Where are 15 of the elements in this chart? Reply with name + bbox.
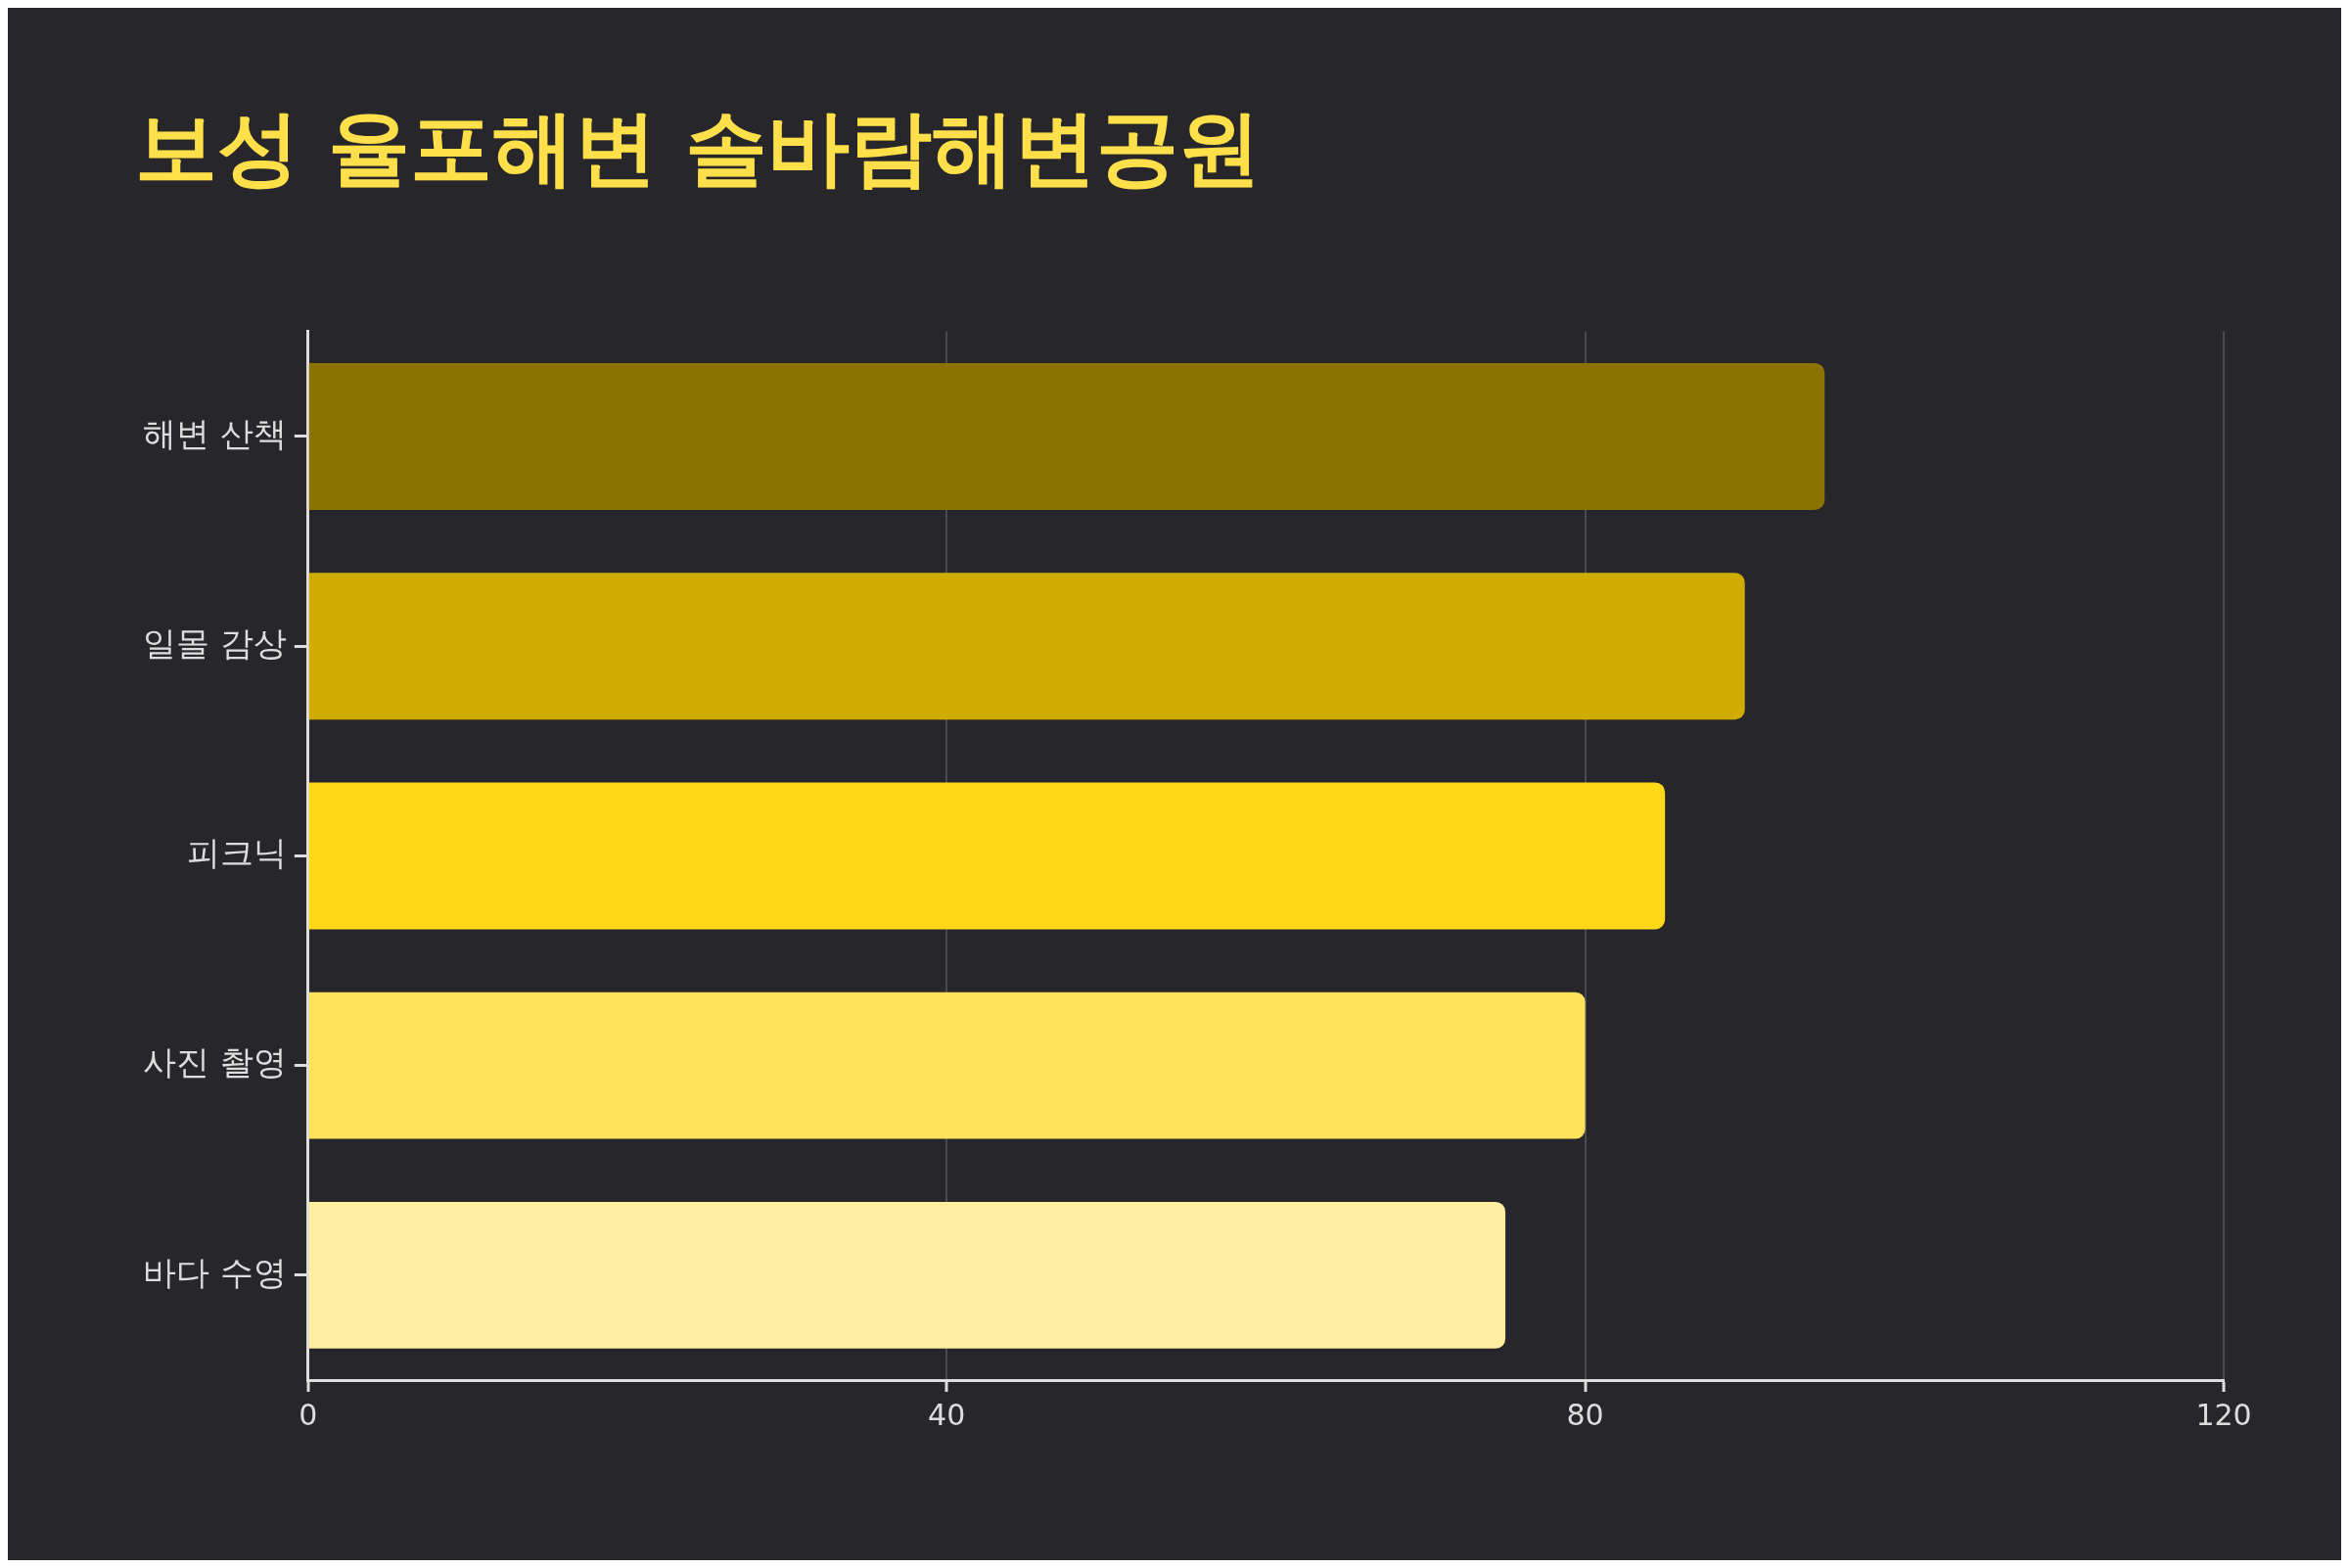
y-tick-label: 해변 산책	[143, 413, 287, 453]
chart-title: 보성 율포해변 솔바람해변공원	[135, 100, 1262, 197]
bar	[308, 992, 1586, 1139]
y-tick-label: 피크닉	[186, 833, 287, 873]
y-tick-label: 일몰 감상	[143, 623, 287, 663]
bar	[308, 1201, 1506, 1349]
y-tick-label: 바다 수영	[143, 1252, 287, 1292]
x-tick-label: 120	[2195, 1397, 2252, 1432]
bar	[308, 362, 1825, 510]
bar	[308, 573, 1745, 720]
y-tick-label: 사진 촬영	[143, 1042, 287, 1083]
bar	[308, 782, 1666, 930]
x-tick-label: 80	[1566, 1397, 1604, 1432]
x-tick-label: 0	[299, 1397, 318, 1432]
x-tick-label: 40	[928, 1397, 966, 1432]
